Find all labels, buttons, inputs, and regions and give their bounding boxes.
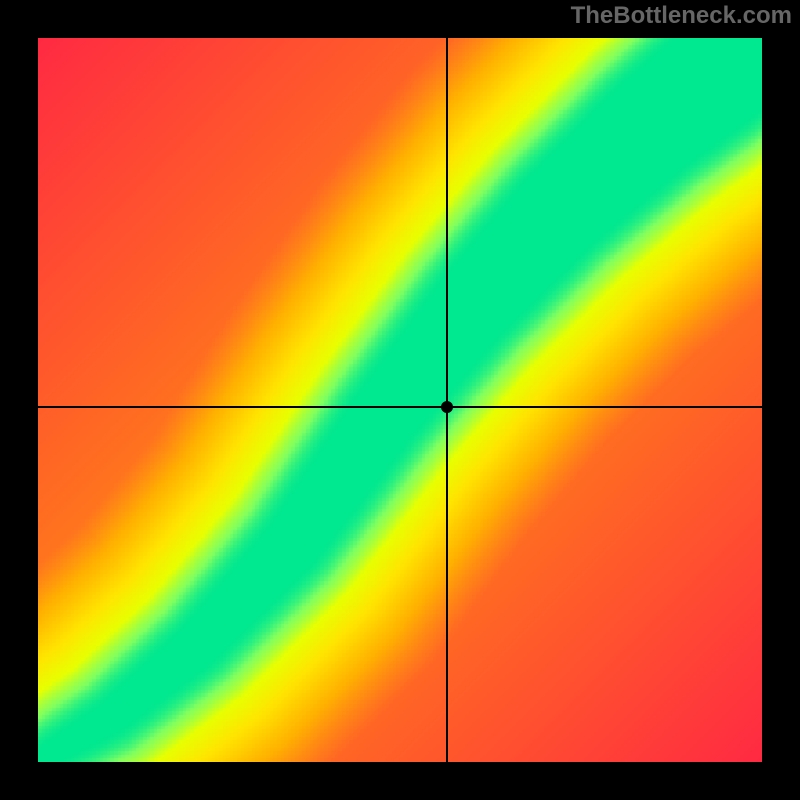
chart-frame: TheBottleneck.com xyxy=(0,0,800,800)
crosshair-vertical xyxy=(446,38,448,762)
crosshair-horizontal xyxy=(38,406,762,408)
selection-marker xyxy=(441,401,453,413)
watermark-text: TheBottleneck.com xyxy=(571,2,792,30)
bottleneck-heatmap xyxy=(38,38,762,762)
